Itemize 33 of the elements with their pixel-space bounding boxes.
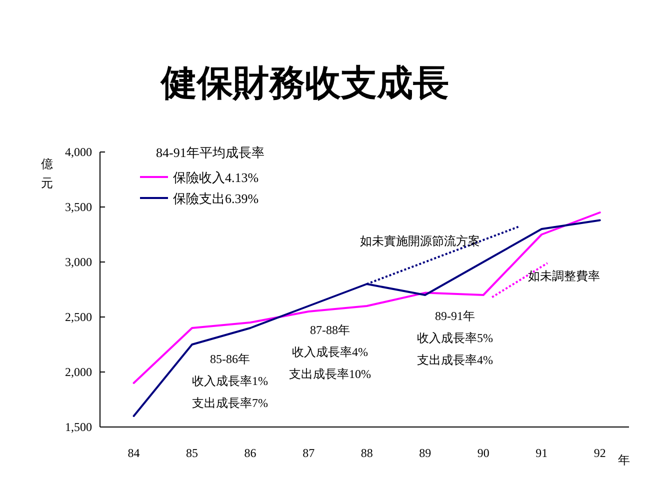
annotation: 85-86年 — [210, 352, 250, 366]
chart-title: 健保財務收支成長 — [160, 63, 449, 103]
y-axis-title: 億元 — [41, 157, 53, 190]
x-tick-label: 91 — [536, 446, 548, 460]
y-tick-label: 3,500 — [65, 200, 92, 214]
y-tick-label: 4,000 — [65, 145, 92, 159]
annotation: 如未實施開源節流方案 — [360, 234, 480, 248]
annotation: 89-91年 — [435, 309, 475, 323]
x-axis-title: 年 — [618, 453, 630, 467]
x-tick-label: 87 — [302, 446, 315, 460]
annotation: 收入成長率4% — [292, 345, 368, 359]
x-tick-label: 85 — [186, 446, 198, 460]
annotation: 支出成長率4% — [417, 353, 493, 367]
legend-label: 保險支出6.39% — [173, 191, 259, 206]
x-tick-label: 92 — [594, 446, 606, 460]
annotation: 支出成長率7% — [192, 396, 268, 410]
y-tick-label: 2,000 — [65, 365, 92, 379]
line-series — [132, 219, 601, 417]
annotation: 87-88年 — [310, 323, 350, 337]
y-tick-label: 2,500 — [65, 310, 92, 324]
x-tick-label: 84 — [128, 446, 140, 460]
x-tick-label: 86 — [244, 446, 256, 460]
y-tick-label: 1,500 — [65, 420, 92, 434]
x-tick-label: 90 — [477, 446, 490, 460]
annotation: 如未調整費率 — [528, 269, 600, 283]
x-tick-label: 89 — [419, 446, 432, 460]
x-tick-label: 88 — [360, 446, 373, 460]
annotation: 收入成長率1% — [192, 374, 268, 388]
legend-title: 84-91年平均成長率 — [156, 145, 264, 160]
annotation: 支出成長率10% — [289, 367, 371, 381]
legend-label: 保險收入4.13% — [173, 170, 259, 185]
y-tick-label: 3,000 — [65, 255, 92, 269]
annotation: 收入成長率5% — [417, 331, 493, 345]
